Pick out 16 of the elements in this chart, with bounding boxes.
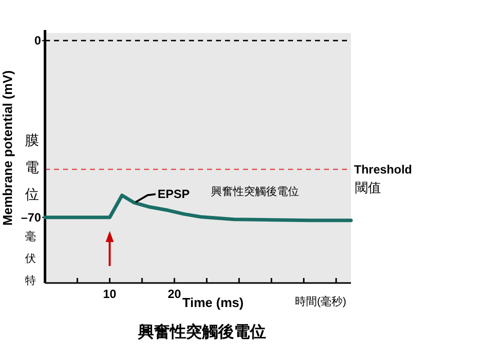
annotation: EPSP [158, 187, 190, 202]
annotation: EPSP [135, 187, 190, 204]
y-tick-label: –70 [20, 210, 42, 224]
y-tick-label: 0 [34, 34, 42, 48]
text: 毫伏特 [25, 230, 36, 287]
text: 膜電位 [25, 132, 39, 202]
text: 時間(毫秒) [295, 295, 346, 308]
x-tick-label: 10 [103, 287, 117, 301]
y-axis-title: Membrane potential (mV) [0, 70, 15, 226]
x-tick-label: 20 [168, 287, 182, 301]
text: 興奮性突觸後電位 [137, 323, 266, 341]
annotation: 興奮性突觸後電位 [211, 185, 299, 198]
ref-line-label: Threshold [354, 162, 412, 176]
ref-line: Threshold [45, 162, 412, 176]
x-axis-title: Time (ms) [182, 295, 244, 310]
text: 閾值 [355, 180, 381, 195]
